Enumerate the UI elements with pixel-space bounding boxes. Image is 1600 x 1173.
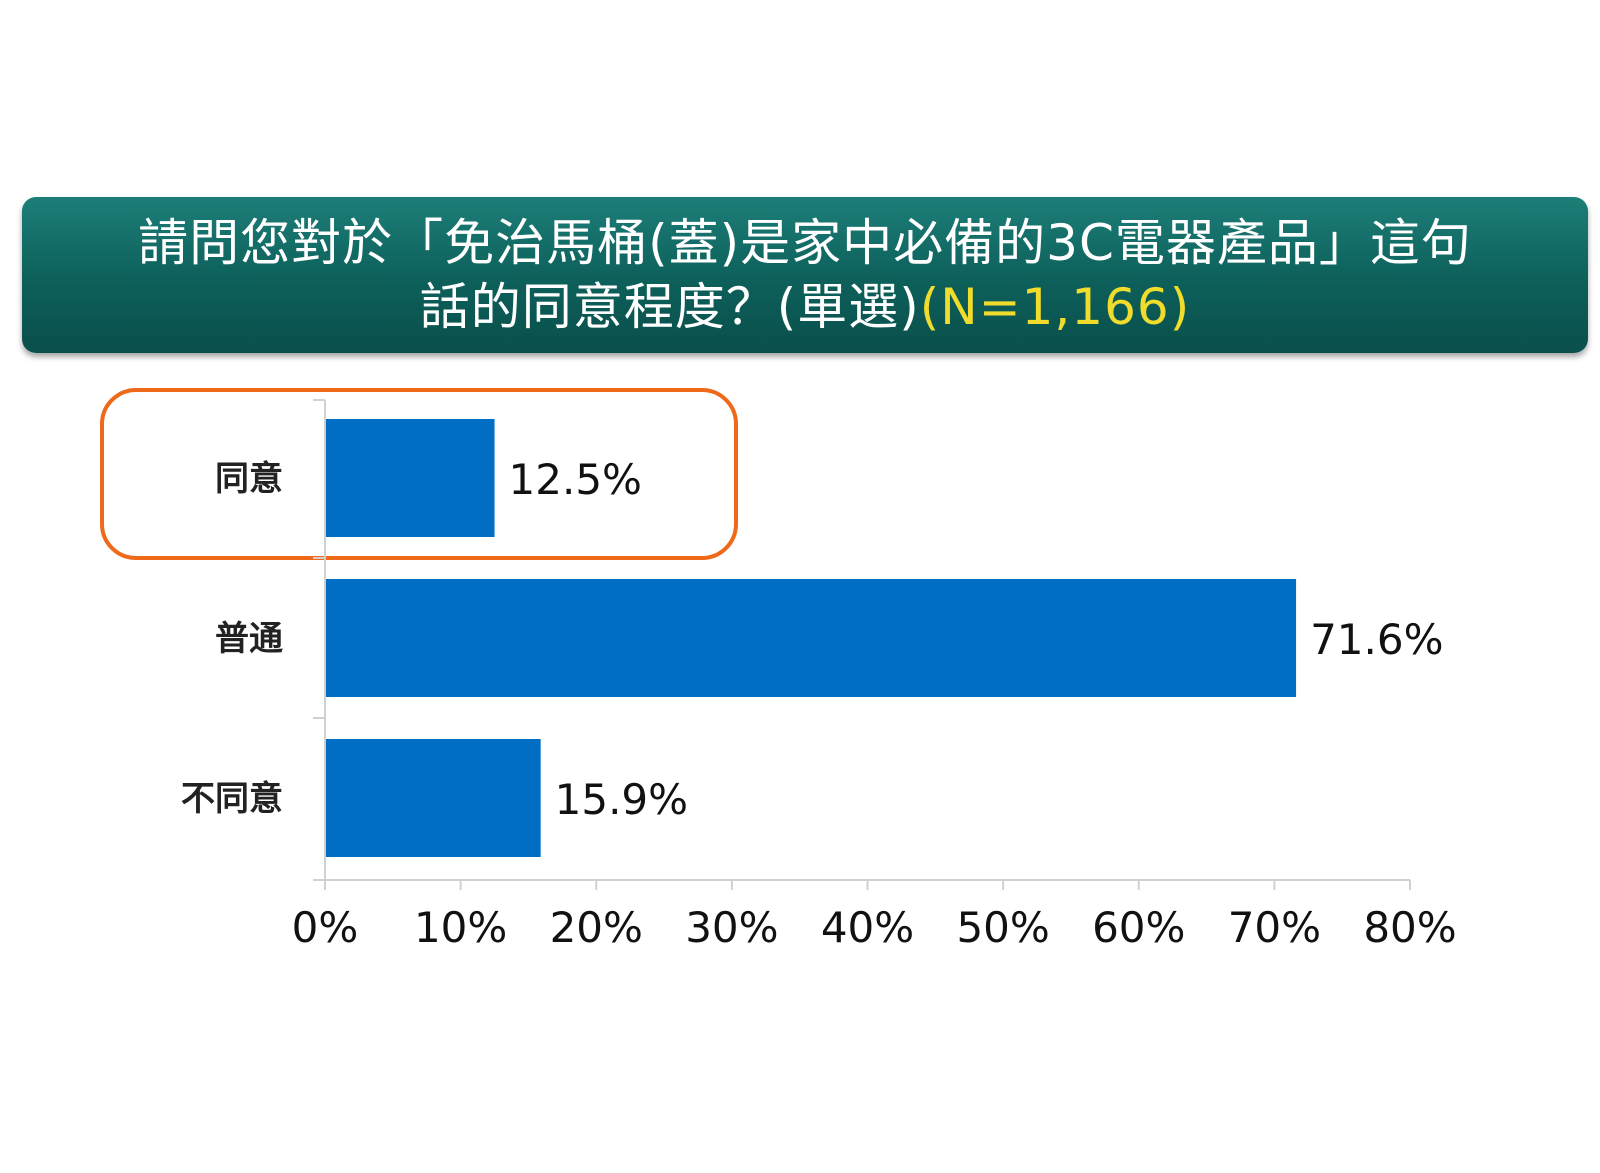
bar-2	[325, 579, 1297, 697]
category-label: 普通	[215, 619, 283, 659]
x-tick-label: 30%	[685, 903, 778, 952]
value-label: 71.6%	[1310, 615, 1443, 664]
bar-3	[325, 739, 541, 857]
x-tick-label: 60%	[1092, 903, 1185, 952]
x-tick-label: 20%	[550, 903, 643, 952]
x-tick-label: 70%	[1228, 903, 1321, 952]
x-tick-label: 0%	[292, 903, 359, 952]
highlight-box	[100, 388, 738, 560]
bar-1	[325, 419, 495, 537]
question-line-1: 請問您對於「免治馬桶(蓋)是家中必備的3C電器產品」這句	[138, 214, 1472, 272]
category-label: 同意	[215, 459, 283, 499]
question-line-2: 話的同意程度？(單選)(N=1,166)	[420, 275, 1190, 339]
question-text: 話的同意程度？(單選)	[419, 278, 920, 336]
sample-size: (N=1,166)	[919, 278, 1191, 336]
category-label: 不同意	[181, 779, 283, 819]
x-tick-label: 80%	[1363, 903, 1456, 952]
x-tick-label: 40%	[821, 903, 914, 952]
x-tick-label: 10%	[414, 903, 507, 952]
x-tick-label: 50%	[956, 903, 1049, 952]
value-label: 15.9%	[555, 775, 688, 824]
value-label: 12.5%	[509, 455, 642, 504]
question-banner: 請問您對於「免治馬桶(蓋)是家中必備的3C電器產品」這句 話的同意程度？(單選)…	[22, 197, 1588, 353]
